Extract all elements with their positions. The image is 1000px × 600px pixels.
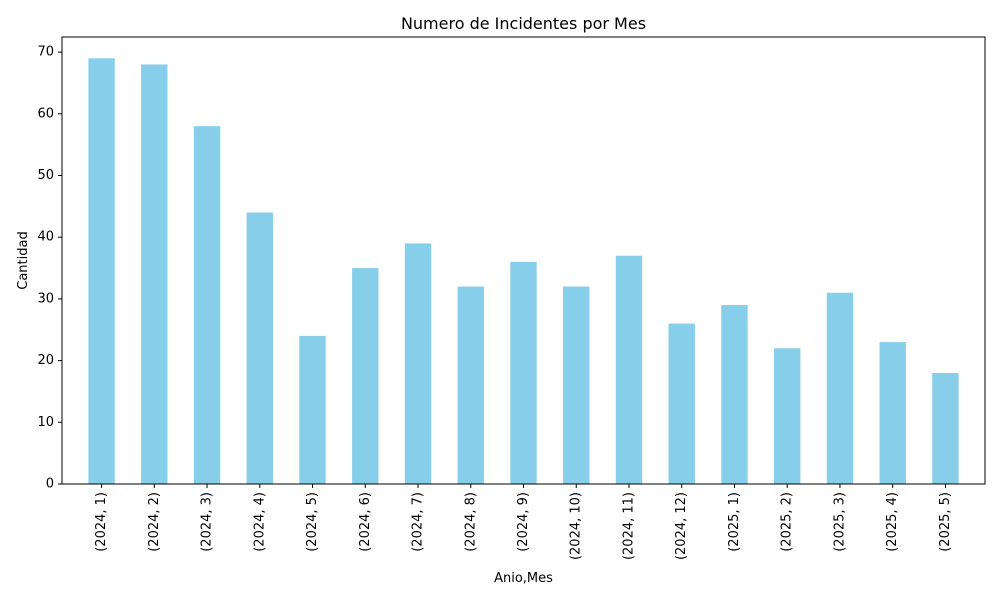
x-tick-label: (2024, 7)	[411, 492, 426, 552]
bar	[932, 372, 959, 484]
x-tick-label: (2024, 11)	[621, 492, 636, 560]
x-tick-label: (2024, 5)	[305, 492, 320, 552]
y-tick-label: 60	[37, 106, 54, 121]
y-tick-label: 70	[37, 45, 54, 60]
chart-title: Numero de Incidentes por Mes	[401, 14, 646, 33]
bar	[457, 286, 484, 484]
bar	[246, 212, 273, 484]
bar	[404, 243, 432, 484]
y-tick-label: 50	[37, 168, 54, 183]
x-tick-label: (2025, 4)	[885, 492, 900, 552]
x-tick-label: (2024, 8)	[463, 492, 478, 552]
bar	[774, 348, 801, 484]
bar	[141, 64, 168, 485]
x-tick-label: (2024, 12)	[674, 492, 689, 560]
bar	[563, 286, 590, 484]
bar	[668, 323, 695, 484]
bar	[826, 292, 854, 484]
bars-group	[88, 58, 959, 485]
bar	[721, 305, 748, 484]
y-tick-label: 30	[37, 291, 54, 306]
y-tick-label: 20	[37, 353, 54, 368]
x-tick-label: (2024, 6)	[358, 492, 373, 552]
bar	[193, 126, 221, 485]
y-tick-label: 0	[46, 477, 54, 492]
bar	[88, 58, 115, 484]
x-tick-label: (2025, 5)	[938, 492, 953, 552]
y-axis-label: Cantidad	[16, 231, 31, 289]
x-axis-label: Anio,Mes	[494, 571, 553, 586]
axes-frame	[61, 36, 986, 485]
y-axis-ticks: 0 10 20 30 40 50 60 70	[37, 45, 62, 492]
x-tick-label: (2024, 1)	[94, 492, 109, 552]
x-tick-label: (2024, 9)	[516, 492, 531, 552]
x-tick-label: (2024, 10)	[569, 492, 584, 560]
bar	[510, 261, 537, 484]
bar	[879, 342, 906, 484]
y-tick-label: 40	[37, 230, 54, 245]
x-tick-label: (2024, 4)	[252, 492, 267, 552]
bar	[615, 255, 643, 484]
x-tick-label: (2024, 2)	[147, 492, 162, 552]
bar	[352, 268, 379, 484]
x-tick-label: (2025, 2)	[780, 492, 795, 552]
y-tick-label: 10	[37, 415, 54, 430]
x-tick-label: (2025, 3)	[832, 492, 847, 552]
bar	[299, 335, 326, 484]
x-tick-label: (2025, 1)	[727, 492, 742, 552]
x-axis-ticks: (2024, 1) (2024, 2) (2024, 3) (2024, 4) (202…	[94, 484, 953, 560]
x-tick-label: (2024, 3)	[200, 492, 215, 552]
